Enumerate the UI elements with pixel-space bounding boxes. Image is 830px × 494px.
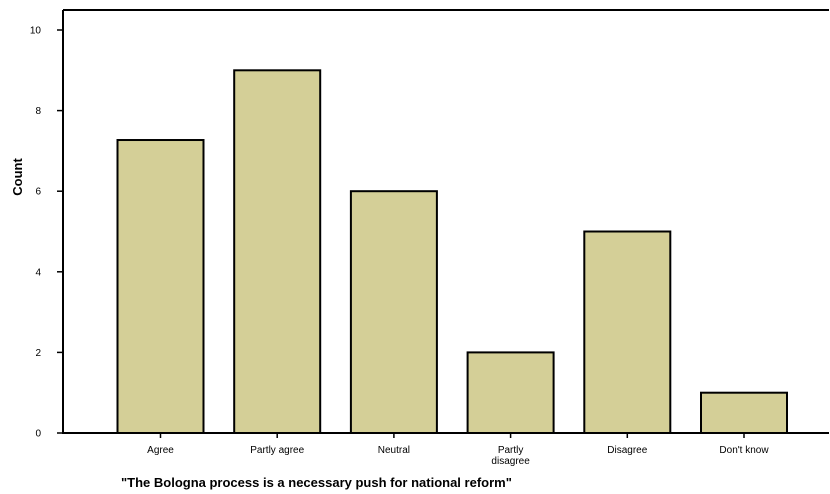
x-tick-label: Agree (147, 445, 174, 456)
y-tick-label: 8 (35, 106, 41, 117)
bar (233, 69, 322, 435)
x-tick-label: Partly disagree (491, 445, 530, 467)
bar (349, 190, 438, 434)
x-tick-label: Neutral (378, 445, 410, 456)
bar (116, 139, 205, 434)
x-axis-ticks: Agree Partly agree Neutral Partly disagree Di… (147, 433, 769, 467)
x-axis-title: "The Bologna process is a necessary push… (121, 475, 512, 490)
y-tick-label: 2 (35, 348, 41, 359)
y-axis-ticks: 0 2 4 6 8 10 (30, 26, 63, 440)
y-tick-label: 4 (35, 267, 41, 278)
bar (583, 230, 672, 434)
y-tick-label: 10 (30, 26, 42, 37)
y-axis-title: Count (10, 158, 25, 196)
bars-group (116, 69, 788, 435)
y-tick-label: 0 (35, 429, 41, 440)
bar (466, 351, 555, 434)
x-tick-label: Don't know (719, 445, 769, 456)
x-tick-label: Disagree (607, 445, 647, 456)
bar (700, 391, 788, 435)
x-tick-label: Partly agree (250, 445, 304, 456)
y-tick-label: 6 (35, 187, 41, 198)
